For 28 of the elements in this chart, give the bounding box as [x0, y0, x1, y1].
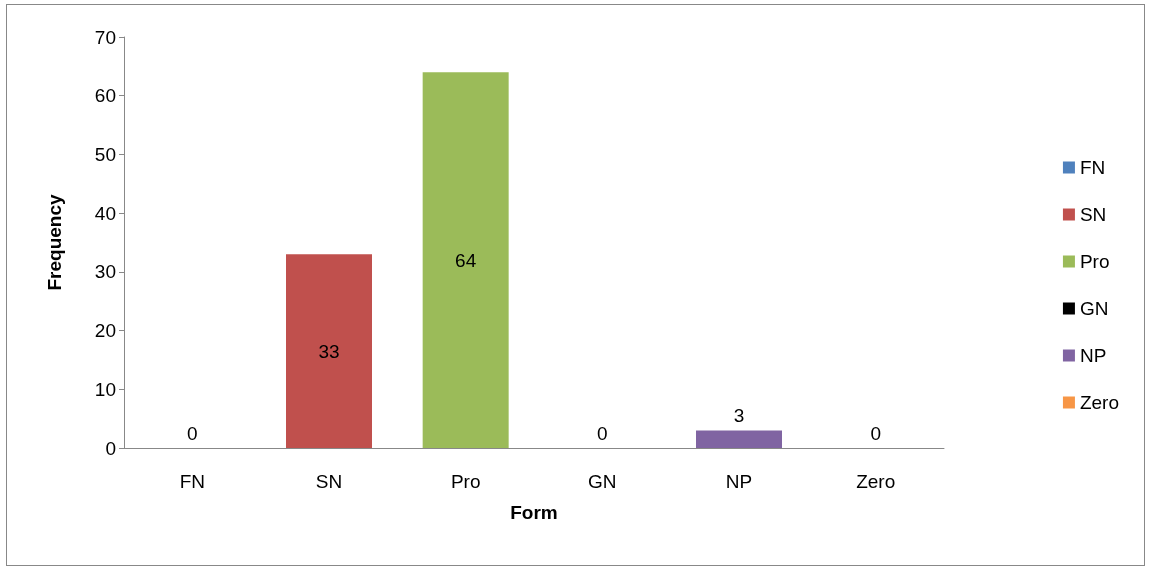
- y-tick-label: 60: [94, 85, 116, 107]
- data-label: 3: [733, 405, 745, 427]
- data-label: 64: [455, 249, 477, 271]
- y-tick-label: 50: [94, 143, 116, 165]
- x-tick-label: Pro: [450, 471, 481, 492]
- legend-label: Zero: [1079, 392, 1120, 413]
- legend-label: Pro: [1079, 251, 1110, 272]
- y-tick-label: 30: [94, 261, 116, 283]
- y-axis-title: Frequency: [44, 194, 65, 291]
- legend-label: FN: [1079, 157, 1106, 178]
- x-tick-label: Zero: [856, 471, 896, 492]
- data-label: 33: [318, 340, 340, 362]
- x-tick-label: SN: [315, 471, 343, 492]
- legend-label: SN: [1079, 204, 1107, 225]
- x-axis-title: Form: [510, 502, 558, 523]
- x-tick-label: NP: [725, 471, 753, 492]
- y-tick-label: 70: [94, 26, 116, 48]
- y-tick-label: 0: [105, 437, 116, 459]
- x-tick-label: GN: [588, 471, 617, 492]
- y-tick-label: 40: [94, 202, 116, 224]
- legend-label: GN: [1079, 298, 1109, 319]
- data-label: 0: [597, 423, 608, 444]
- data-label: 0: [870, 423, 881, 444]
- x-tick-label: FN: [179, 471, 205, 492]
- y-tick-label: 10: [94, 378, 116, 400]
- y-tick-label: 20: [94, 320, 116, 342]
- data-label: 0: [187, 423, 198, 444]
- legend-label: NP: [1079, 345, 1107, 366]
